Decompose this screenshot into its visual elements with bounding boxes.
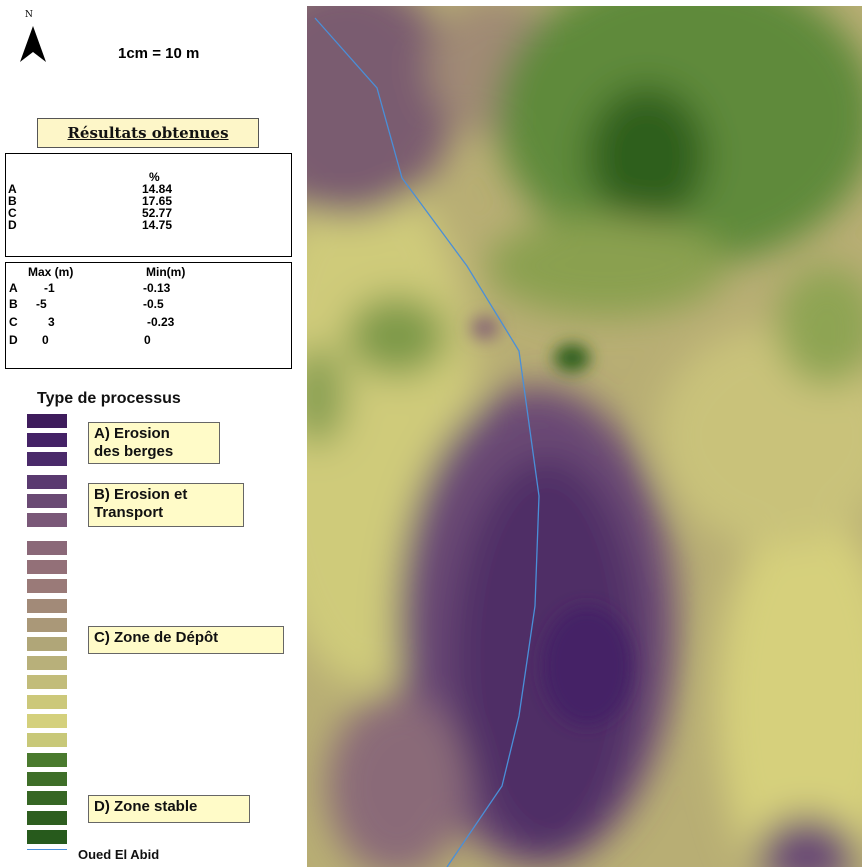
swatch-class-b-1 — [27, 475, 67, 489]
elevation-change-map — [307, 6, 862, 867]
swatch-class-c-11 — [27, 733, 67, 747]
percent-value-b: 17.65 — [142, 194, 173, 208]
percent-label-b: B — [8, 194, 17, 208]
swatch-class-d-2 — [27, 772, 67, 787]
swatch-class-b-2 — [27, 494, 67, 509]
min-value-c: -0.23 — [147, 315, 175, 329]
class-label-d-line1: D) Zone stable — [94, 798, 198, 815]
class-label-b-line1: B) Erosion et — [94, 486, 188, 503]
swatch-class-c-10 — [27, 713, 67, 728]
percent-header: % — [149, 170, 160, 184]
legend-panel: N 1cm = 10 m Résultats obtenues % A 14.8… — [0, 0, 307, 867]
swatch-class-c-1 — [27, 541, 67, 555]
class-label-b: B) Erosion et Transport — [88, 483, 244, 527]
maxmin-label-b: B — [9, 297, 18, 311]
percent-value-a: 14.84 — [142, 182, 173, 196]
swatch-class-c-9 — [27, 694, 67, 709]
swatch-class-c-3 — [27, 579, 67, 594]
percent-label-d: D — [8, 218, 17, 232]
swatch-class-c-5 — [27, 617, 67, 632]
swatch-class-c-2 — [27, 560, 67, 575]
percent-value-c: 52.77 — [142, 206, 173, 220]
max-value-d: 0 — [42, 333, 49, 347]
swatch-class-a-2 — [27, 433, 67, 448]
maxmin-label-d: D — [9, 333, 18, 347]
maxmin-table: Max (m) Min(m) A -1 -0.13 B -5 -0.5 C 3 … — [5, 262, 292, 369]
swatch-class-c-6 — [27, 637, 67, 651]
class-label-a-line2: des berges — [94, 443, 174, 460]
swatch-class-c-7 — [27, 656, 67, 671]
min-value-d: 0 — [144, 333, 151, 347]
river-legend-line — [27, 849, 67, 850]
swatch-class-d-1 — [27, 753, 67, 767]
oued-el-abid-river — [314, 17, 540, 867]
class-label-c-line1: C) Zone de Dépôt — [94, 629, 219, 646]
process-title: Type de processus — [37, 390, 181, 407]
percent-label-a: A — [8, 182, 17, 196]
swatch-class-b-3 — [27, 513, 67, 528]
results-title: Résultats obtenues — [37, 118, 259, 148]
terrain-detail-layer — [471, 316, 632, 726]
class-label-a: A) Erosion des berges — [88, 422, 220, 464]
north-arrow-icon — [20, 26, 46, 62]
max-value-b: -5 — [36, 297, 47, 311]
class-label-c: C) Zone de Dépôt — [88, 626, 284, 654]
swatch-class-a-3 — [27, 452, 67, 467]
swatch-class-d-5 — [27, 829, 67, 844]
swatch-class-d-3 — [27, 791, 67, 806]
river-label: Oued El Abid — [78, 847, 160, 862]
swatch-class-c-4 — [27, 598, 67, 613]
percent-label-c: C — [8, 206, 17, 220]
class-label-b-line2: Transport — [94, 504, 164, 521]
min-value-b: -0.5 — [143, 297, 164, 311]
maxmin-label-c: C — [9, 315, 18, 329]
min-header: Min(m) — [146, 265, 186, 279]
swatch-class-a-1 — [27, 414, 67, 428]
max-header: Max (m) — [28, 265, 74, 279]
class-label-d: D) Zone stable — [88, 795, 250, 823]
scale-text: 1cm = 10 m — [118, 45, 200, 62]
swatch-class-c-8 — [27, 675, 67, 690]
terrain-layer — [307, 6, 862, 867]
max-value-a: -1 — [44, 281, 55, 295]
max-value-c: 3 — [48, 315, 55, 329]
percent-value-d: 14.75 — [142, 218, 173, 232]
north-letter: N — [25, 10, 33, 20]
min-value-a: -0.13 — [143, 281, 171, 295]
class-label-a-line1: A) Erosion — [94, 425, 170, 442]
percent-table: % A 14.84 B 17.65 C 52.77 D 14.75 — [5, 153, 292, 257]
swatch-class-d-4 — [27, 810, 67, 825]
maxmin-label-a: A — [9, 281, 18, 295]
